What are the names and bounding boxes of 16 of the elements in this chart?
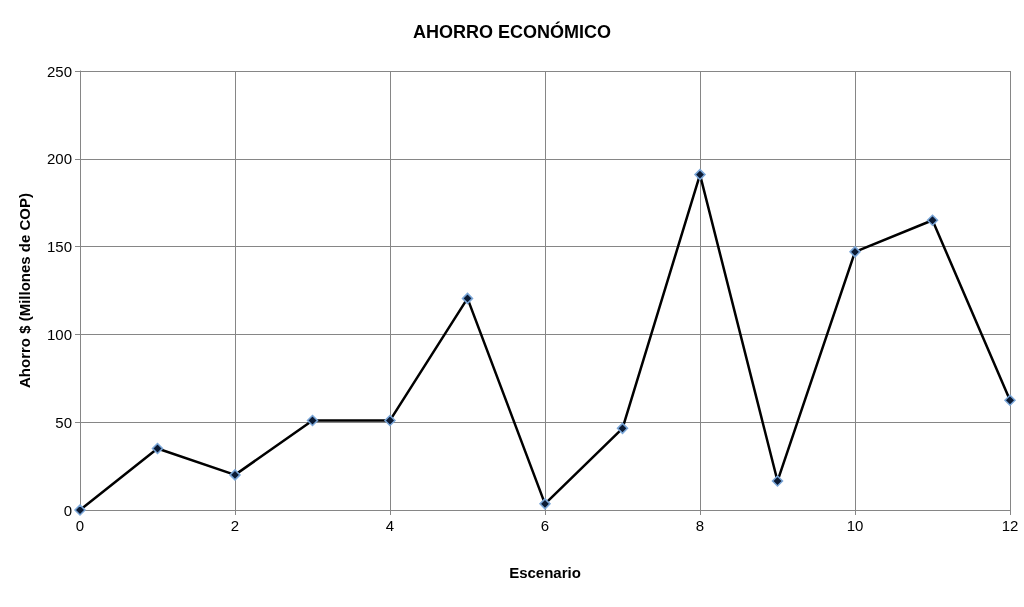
y-tick-label: 100 [46, 325, 72, 343]
y-tick-label: 250 [46, 62, 72, 80]
x-tick-label: 6 [540, 517, 550, 534]
y-tick-label: 50 [55, 413, 72, 431]
x-tick-label: 2 [230, 517, 240, 534]
x-tick-label: 8 [695, 517, 705, 534]
x-tick-label: 4 [385, 517, 395, 534]
x-tick-label: 0 [75, 517, 85, 534]
y-tick-label: 150 [46, 238, 72, 256]
x-tick-label: 12 [1001, 517, 1019, 534]
y-axis-title: Ahorro $ (Millones de COP) [16, 192, 33, 389]
y-tick-label: 0 [63, 501, 72, 519]
chart-title: AHORRO ECONÓMICO [413, 21, 611, 42]
x-axis-title: Escenario [509, 564, 581, 581]
y-tick-label: 200 [46, 150, 72, 168]
x-tick-label: 10 [846, 517, 864, 534]
